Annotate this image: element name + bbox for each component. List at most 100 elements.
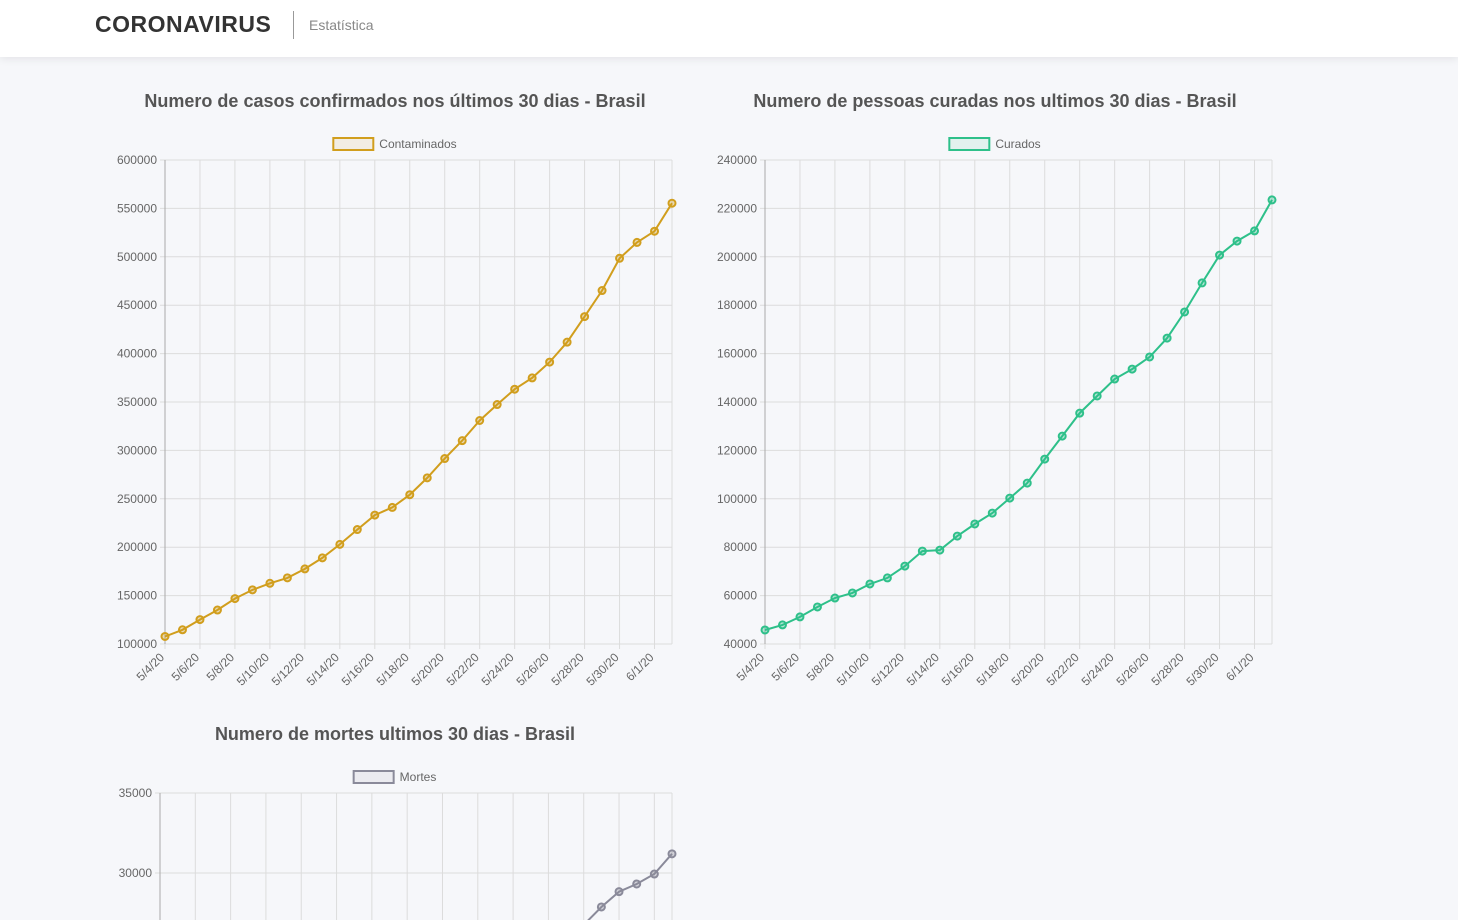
data-point	[527, 373, 537, 383]
data-point	[970, 519, 980, 529]
x-tick-label: 5/28/20	[1148, 650, 1186, 688]
legend-label: Curados	[995, 137, 1040, 151]
data-point	[777, 620, 787, 630]
x-tick-label: 5/6/20	[769, 650, 803, 684]
data-point	[1180, 307, 1190, 317]
data-point	[1250, 226, 1260, 236]
data-point	[545, 357, 555, 367]
data-point	[405, 490, 415, 500]
data-point	[1232, 236, 1242, 246]
legend-swatch	[352, 770, 395, 784]
header: CORONAVIRUS Estatística	[0, 0, 1458, 57]
x-tick-label: 5/16/20	[339, 650, 377, 688]
data-point	[195, 615, 205, 625]
data-point	[492, 400, 502, 410]
data-point	[422, 473, 432, 483]
y-tick-label: 550000	[117, 201, 157, 215]
data-point	[1267, 195, 1277, 205]
data-point	[812, 602, 822, 612]
nav-link[interactable]: Estatística	[309, 17, 374, 33]
legend-label: Mortes	[400, 770, 437, 784]
series-line	[587, 853, 673, 920]
x-tick-label: 5/22/20	[444, 650, 482, 688]
series-line	[164, 202, 673, 638]
data-point	[1127, 364, 1137, 374]
data-point	[177, 625, 187, 635]
y-tick-label: 140000	[717, 395, 757, 409]
y-tick-label: 350000	[117, 395, 157, 409]
data-point	[847, 588, 857, 598]
y-tick-label: 100000	[717, 492, 757, 506]
data-point	[457, 436, 467, 446]
x-tick-label: 5/24/20	[1079, 650, 1117, 688]
x-tick-label: 5/10/20	[234, 650, 272, 688]
y-tick-label: 180000	[717, 298, 757, 312]
data-point	[230, 594, 240, 604]
x-tick-label: 5/30/20	[1183, 650, 1221, 688]
series-line	[764, 199, 1273, 631]
data-point	[1162, 333, 1172, 343]
y-tick-label: 400000	[117, 347, 157, 361]
brand[interactable]: CORONAVIRUS	[95, 11, 272, 37]
x-tick-label: 5/30/20	[583, 650, 621, 688]
data-point	[282, 573, 292, 583]
data-point	[1197, 278, 1207, 288]
data-point	[1005, 493, 1015, 503]
legend-label: Contaminados	[379, 137, 456, 151]
data-point	[1092, 391, 1102, 401]
data-point	[510, 384, 520, 394]
y-tick-label: 220000	[717, 201, 757, 215]
x-tick-label: 5/28/20	[548, 650, 586, 688]
y-tick-label: 600000	[117, 153, 157, 167]
y-tick-label: 500000	[117, 250, 157, 264]
data-point	[1040, 454, 1050, 464]
data-point	[1215, 250, 1225, 260]
data-point	[300, 564, 310, 574]
y-tick-label: 30000	[119, 866, 153, 880]
x-tick-label: 5/14/20	[304, 650, 342, 688]
data-point	[1075, 408, 1085, 418]
data-point	[935, 545, 945, 555]
y-tick-label: 450000	[117, 298, 157, 312]
y-tick-label: 150000	[117, 589, 157, 603]
data-point	[917, 546, 927, 556]
data-point	[580, 312, 590, 322]
data-point	[882, 573, 892, 583]
x-tick-label: 5/16/20	[939, 650, 977, 688]
chart-title: Numero de casos confirmados nos últimos …	[144, 91, 645, 111]
data-point	[387, 502, 397, 512]
x-tick-label: 5/24/20	[479, 650, 517, 688]
data-point	[160, 631, 170, 641]
data-point	[370, 510, 380, 520]
x-tick-label: 5/18/20	[974, 650, 1012, 688]
x-tick-label: 5/20/20	[1009, 650, 1047, 688]
data-point	[317, 553, 327, 563]
data-point	[562, 337, 572, 347]
y-tick-label: 35000	[119, 786, 153, 800]
y-tick-label: 160000	[717, 347, 757, 361]
data-point	[952, 531, 962, 541]
data-point	[760, 625, 770, 635]
y-tick-label: 120000	[717, 443, 757, 457]
x-tick-label: 6/1/20	[623, 650, 657, 684]
data-point	[247, 585, 257, 595]
legend-swatch	[332, 137, 375, 151]
data-point	[667, 849, 677, 859]
data-point	[614, 887, 624, 897]
data-point	[830, 593, 840, 603]
data-point	[667, 198, 677, 208]
legend-swatch	[948, 137, 991, 151]
data-point	[212, 605, 222, 615]
chart-title: Numero de mortes ultimos 30 dias - Brasi…	[215, 724, 575, 744]
x-tick-label: 5/8/20	[204, 650, 238, 684]
x-tick-label: 5/26/20	[1114, 650, 1152, 688]
y-tick-label: 40000	[724, 637, 758, 651]
data-point	[795, 612, 805, 622]
y-tick-label: 80000	[724, 540, 758, 554]
data-point	[649, 869, 659, 879]
x-tick-label: 5/12/20	[269, 650, 307, 688]
data-point	[632, 879, 642, 889]
data-point	[650, 226, 660, 236]
x-tick-label: 5/22/20	[1044, 650, 1082, 688]
